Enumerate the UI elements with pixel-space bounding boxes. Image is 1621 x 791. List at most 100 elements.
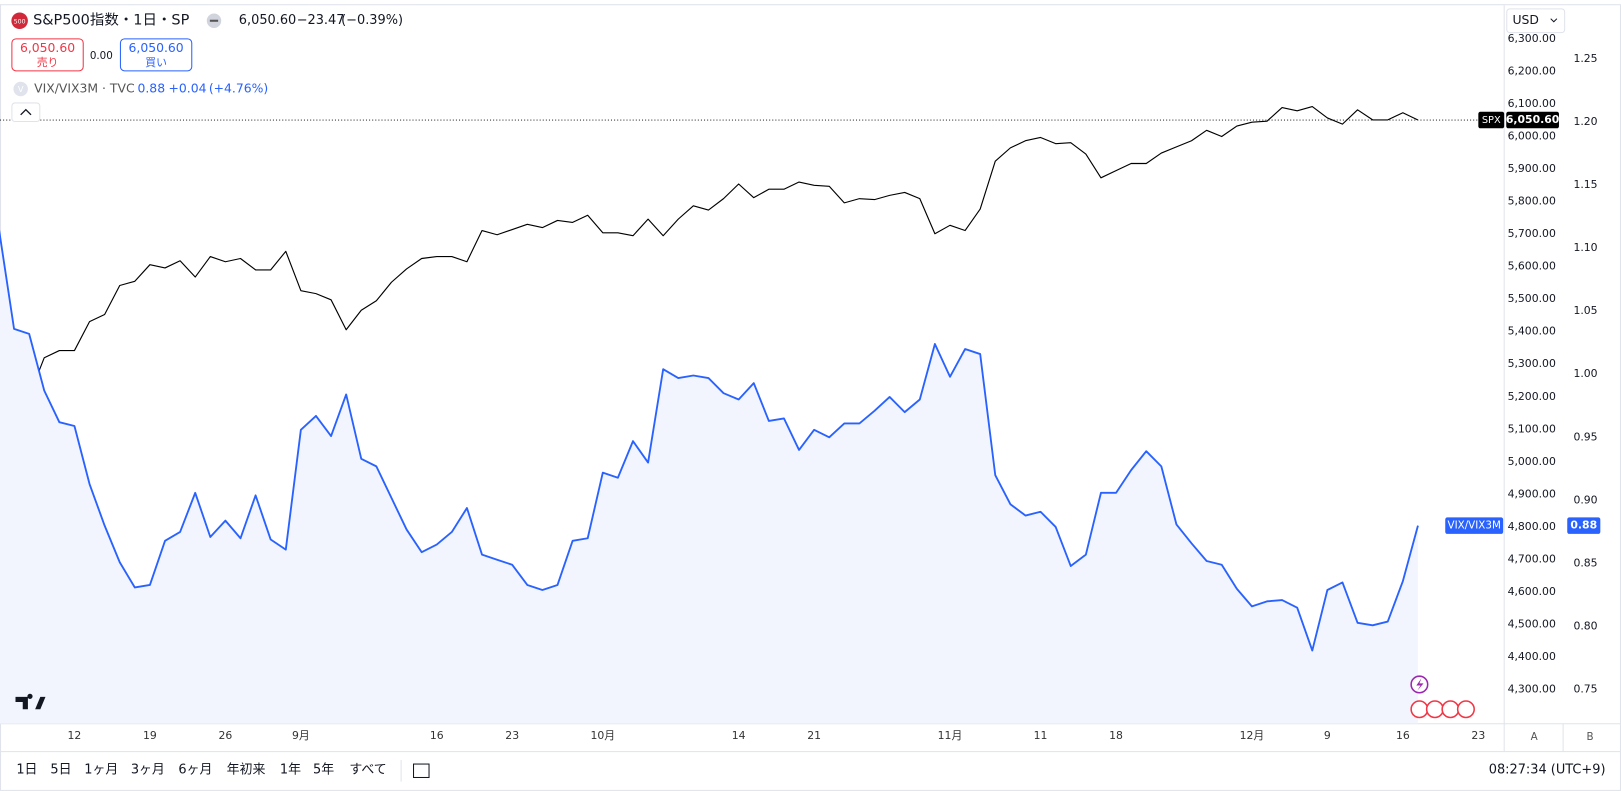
scale-button[interactable]: B	[1586, 731, 1593, 743]
x-tick-label: 10月	[590, 729, 615, 742]
last-value-badge	[1567, 517, 1601, 534]
range-button[interactable]: 6ヶ月	[178, 763, 212, 778]
overlay-value: 0.88	[137, 80, 165, 95]
symbol-title[interactable]: S&P500指数・1日・SP	[33, 12, 190, 29]
x-tick-label: 16	[430, 729, 444, 742]
y-tick-label: 4,600.00	[1508, 585, 1556, 598]
x-tick-label: 11月	[938, 729, 963, 742]
x-tick-label: 9	[1324, 729, 1331, 742]
collapse-button[interactable]	[11, 102, 41, 123]
last-value-badge	[1506, 111, 1559, 129]
y2-tick-label: 0.85	[1573, 557, 1597, 570]
y2-tick-label: 1.10	[1573, 241, 1597, 254]
y-tick-label: 5,000.00	[1508, 455, 1556, 468]
y-tick-label: 5,100.00	[1508, 422, 1556, 435]
axes: 4,300.00 4,400.00 4,500.00 4,600.00 4,700.00…	[68, 32, 1601, 742]
y2-tick-label: 1.20	[1573, 115, 1597, 128]
event-flag[interactable]	[1441, 700, 1460, 719]
y-tick-label: 5,800.00	[1508, 195, 1556, 208]
y2-tick-label: 0.95	[1573, 430, 1597, 443]
series-name-label: VIX/VIX3M	[1448, 520, 1501, 532]
overlay-icon-text: V	[18, 84, 24, 94]
date-range-icon[interactable]	[413, 763, 430, 779]
sell-button[interactable]	[11, 38, 84, 72]
x-tick-label: 21	[807, 729, 821, 742]
x-tick-label: 11	[1034, 729, 1048, 742]
y-tick-label: 5,500.00	[1508, 292, 1556, 305]
range-button[interactable]: 1年	[280, 763, 301, 778]
logo-text: 500	[14, 18, 26, 25]
last-value-label: 6,050.60	[1506, 113, 1560, 126]
sell-price: 6,050.60	[20, 40, 75, 55]
range-button[interactable]: 3ヶ月	[131, 763, 165, 778]
x-tick-label: 19	[143, 729, 157, 742]
y2-tick-label: 1.25	[1573, 52, 1597, 65]
buy-price: 6,050.60	[129, 40, 184, 55]
price-change-pct: (−0.39%)	[341, 13, 403, 28]
y-tick-label: 5,900.00	[1508, 162, 1556, 175]
range-button[interactable]: 5年	[313, 763, 334, 778]
x-tick-label: 14	[732, 729, 746, 742]
scale-button[interactable]: A	[1531, 731, 1538, 743]
series-line	[0, 229, 1419, 652]
overlay-change-pct: (+4.76%)	[209, 80, 268, 95]
y-tick-label: 5,400.00	[1508, 325, 1556, 338]
y2-tick-label: 1.15	[1573, 178, 1597, 191]
range-button[interactable]: 1日	[16, 763, 37, 778]
series-name-badge	[1478, 111, 1505, 129]
y-tick-label: 4,500.00	[1508, 618, 1556, 631]
plot-area	[0, 105, 1505, 724]
event-flag[interactable]	[1425, 700, 1444, 719]
clock[interactable]: 08:27:34 (UTC+9)	[1489, 763, 1606, 778]
y-tick-label: 6,200.00	[1508, 64, 1556, 77]
range-button[interactable]: 年初来	[227, 763, 266, 778]
x-tick-label: 23	[1471, 729, 1485, 742]
y2-tick-label: 0.75	[1573, 683, 1597, 696]
y-tick-label: 5,300.00	[1508, 357, 1556, 370]
x-tick-label: 9月	[292, 729, 310, 742]
y-tick-label: 6,000.00	[1508, 129, 1556, 142]
event-flag[interactable]	[1410, 700, 1429, 719]
series-name-badge	[1445, 517, 1504, 534]
x-tick-label: 12月	[1240, 729, 1265, 742]
currency-chevron	[1550, 18, 1558, 23]
tv-logo[interactable]	[15, 693, 46, 710]
event-bolt	[1416, 678, 1424, 691]
y-tick-label: 5,700.00	[1508, 227, 1556, 240]
y2-tick-label: 1.00	[1573, 367, 1597, 380]
y-tick-label: 6,100.00	[1508, 97, 1556, 110]
symbol-logo	[11, 12, 28, 30]
event-flag[interactable]	[1456, 700, 1475, 719]
currency-text: USD	[1512, 12, 1538, 27]
sell-label: 売り	[37, 56, 59, 69]
range-button[interactable]: 1ヶ月	[84, 763, 118, 778]
buy-label: 買い	[145, 56, 167, 69]
y2-tick-label: 0.80	[1573, 620, 1597, 633]
overlay-icon	[13, 81, 28, 97]
x-tick-label: 26	[218, 729, 232, 742]
y-tick-label: 4,300.00	[1508, 683, 1556, 696]
y-tick-label: 4,800.00	[1508, 520, 1556, 533]
range-button[interactable]: 5日	[50, 763, 71, 778]
spread: 0.00	[90, 50, 113, 62]
buy-button[interactable]	[119, 38, 193, 72]
series-area	[0, 235, 1418, 724]
y-tick-label: 5,600.00	[1508, 260, 1556, 273]
y-tick-label: 4,400.00	[1508, 650, 1556, 663]
y-tick-label: 6,300.00	[1508, 32, 1556, 45]
series-line	[0, 105, 1419, 397]
series-name-label: SPX	[1482, 115, 1501, 126]
y2-tick-label: 0.90	[1573, 493, 1597, 506]
x-tick-label: 16	[1396, 729, 1410, 742]
y-tick-label: 5,200.00	[1508, 390, 1556, 403]
last-value-label: 0.88	[1570, 519, 1597, 532]
last-price: 6,050.60	[239, 13, 296, 28]
y-tick-label: 4,700.00	[1508, 552, 1556, 565]
currency-select[interactable]	[1506, 8, 1566, 34]
overlay-symbol[interactable]: VIX/VIX3M · TVC	[34, 80, 134, 95]
range-button[interactable]: すべて	[349, 763, 386, 778]
overlay-change: +0.04	[169, 80, 207, 95]
collapse-chevron	[20, 108, 32, 116]
price-change: −23.47	[297, 13, 345, 28]
